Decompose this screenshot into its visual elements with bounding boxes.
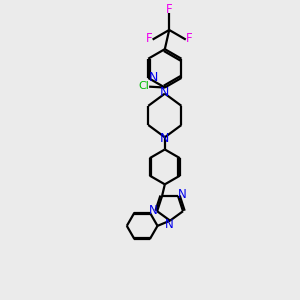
- Text: F: F: [166, 3, 172, 16]
- Text: N: N: [160, 132, 170, 145]
- Text: N: N: [160, 86, 170, 99]
- Text: F: F: [146, 32, 152, 45]
- Text: N: N: [178, 188, 186, 201]
- Text: Cl: Cl: [139, 81, 150, 91]
- Text: F: F: [186, 32, 193, 45]
- Text: N: N: [148, 70, 158, 84]
- Text: N: N: [148, 204, 157, 217]
- Text: N: N: [165, 218, 174, 231]
